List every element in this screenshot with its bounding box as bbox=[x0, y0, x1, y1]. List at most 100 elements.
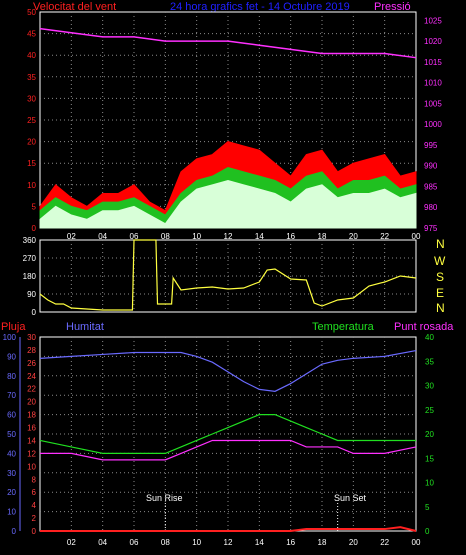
temp-inner-y-tick-label: 10 bbox=[27, 462, 36, 471]
wind-y-tick-label: 30 bbox=[27, 94, 36, 103]
humidity-y-tick-label: 80 bbox=[7, 372, 16, 381]
temp-right-y-tick-label: 25 bbox=[425, 406, 434, 415]
pressure-y-tick-label: 1005 bbox=[424, 99, 442, 108]
direction-y-tick-label: 270 bbox=[23, 254, 37, 263]
wind-x-tick-label: 04 bbox=[98, 232, 107, 241]
wind-y-tick-label: 10 bbox=[27, 181, 36, 190]
pressure-y-tick-label: 1010 bbox=[424, 79, 442, 88]
pressure-y-tick-label: 985 bbox=[424, 182, 438, 191]
temp-inner-y-tick-label: 4 bbox=[32, 501, 37, 510]
humidity-x-tick-label: 02 bbox=[67, 538, 76, 547]
humidity-y-tick-label: 60 bbox=[7, 411, 16, 420]
wind-y-tick-label: 25 bbox=[27, 116, 36, 125]
direction-y-tick-label: 360 bbox=[23, 236, 37, 245]
humidity-x-tick-label: 08 bbox=[161, 538, 170, 547]
humidity-x-tick-label: 00 bbox=[412, 538, 421, 547]
compass-e: E bbox=[436, 286, 444, 300]
compass-n-top: N bbox=[436, 237, 445, 251]
humidity-y-tick-label: 0 bbox=[12, 527, 17, 536]
temp-right-y-tick-label: 0 bbox=[425, 527, 430, 536]
pressure-y-tick-label: 1020 bbox=[424, 37, 442, 46]
rain-title: Pluja bbox=[1, 321, 26, 333]
humidity-x-tick-label: 14 bbox=[255, 538, 264, 547]
pressure-line bbox=[39, 27, 417, 59]
humidity-x-tick-label: 16 bbox=[286, 538, 295, 547]
wind-x-tick-label: 08 bbox=[161, 232, 170, 241]
dewpoint-line bbox=[40, 439, 417, 461]
temp-inner-y-tick-label: 24 bbox=[27, 372, 36, 381]
wind-y-tick-label: 15 bbox=[27, 159, 36, 168]
wind-x-tick-label: 18 bbox=[318, 232, 327, 241]
wind-x-tick-label: 10 bbox=[192, 232, 201, 241]
temp-inner-y-tick-label: 2 bbox=[32, 514, 37, 523]
humidity-x-tick-label: 18 bbox=[318, 538, 327, 547]
wind-y-tick-label: 35 bbox=[27, 73, 36, 82]
wind-x-tick-label: 16 bbox=[286, 232, 295, 241]
pressure-y-tick-label: 980 bbox=[424, 203, 438, 212]
direction-y-tick-label: 90 bbox=[27, 290, 36, 299]
humidity-x-tick-label: 04 bbox=[98, 538, 107, 547]
temp-right-y-tick-label: 10 bbox=[425, 479, 434, 488]
temp-inner-y-tick-label: 8 bbox=[32, 475, 37, 484]
humidity-x-tick-label: 10 bbox=[192, 538, 201, 547]
temp-right-y-tick-label: 5 bbox=[425, 503, 430, 512]
pressure-title: Pressió bbox=[374, 1, 411, 13]
pressure-y-tick-label: 990 bbox=[424, 162, 438, 171]
humidity-title: Humitat bbox=[66, 321, 104, 333]
humidity-y-tick-label: 100 bbox=[3, 333, 17, 342]
temp-right-y-tick-label: 15 bbox=[425, 454, 434, 463]
compass-w: W bbox=[434, 254, 446, 268]
temp-inner-y-tick-label: 20 bbox=[27, 398, 36, 407]
temperature-line bbox=[39, 414, 416, 454]
temp-inner-y-tick-label: 18 bbox=[27, 411, 36, 420]
temp-inner-y-tick-label: 6 bbox=[32, 488, 37, 497]
temp-inner-y-tick-label: 14 bbox=[27, 436, 36, 445]
humidity-x-tick-label: 20 bbox=[349, 538, 358, 547]
pressure-y-tick-label: 1025 bbox=[424, 16, 442, 25]
wind-y-tick-label: 0 bbox=[32, 224, 37, 233]
wind-x-tick-label: 06 bbox=[130, 232, 139, 241]
chart-date-title: 24 hora grafics fet - 14 Octubre 2019 bbox=[170, 1, 350, 13]
direction-y-tick-label: 180 bbox=[23, 272, 37, 281]
temp-inner-y-tick-label: 30 bbox=[27, 333, 36, 342]
wind-x-tick-label: 14 bbox=[255, 232, 264, 241]
temp-inner-y-tick-label: 26 bbox=[27, 359, 36, 368]
humidity-y-tick-label: 40 bbox=[7, 449, 16, 458]
wind-speed-title: Velocitat del vent bbox=[33, 1, 116, 13]
wind-y-tick-label: 40 bbox=[27, 51, 36, 60]
humidity-x-tick-label: 12 bbox=[224, 538, 233, 547]
wind-y-tick-label: 50 bbox=[27, 8, 36, 17]
temp-right-y-tick-label: 30 bbox=[425, 382, 434, 391]
pressure-y-tick-label: 975 bbox=[424, 224, 438, 233]
temp-inner-y-tick-label: 22 bbox=[27, 385, 36, 394]
temp-inner-y-tick-label: 16 bbox=[27, 424, 36, 433]
humidity-y-tick-label: 50 bbox=[7, 430, 16, 439]
wind-y-tick-label: 5 bbox=[32, 202, 37, 211]
temp-right-y-tick-label: 35 bbox=[425, 357, 434, 366]
humidity-line bbox=[39, 349, 417, 392]
wind-x-tick-label: 00 bbox=[412, 232, 421, 241]
humidity-x-tick-label: 22 bbox=[380, 538, 389, 547]
sunrise-label: Sun Rise bbox=[146, 493, 183, 503]
temp-inner-y-tick-label: 0 bbox=[32, 527, 37, 536]
temp-right-y-tick-label: 20 bbox=[425, 430, 434, 439]
temperature-title: Temperatura bbox=[312, 321, 375, 333]
temp-inner-y-tick-label: 28 bbox=[27, 346, 36, 355]
humidity-y-tick-label: 10 bbox=[7, 508, 16, 517]
wind-x-tick-label: 22 bbox=[380, 232, 389, 241]
wind-x-tick-label: 02 bbox=[67, 232, 76, 241]
wind-y-tick-label: 45 bbox=[27, 30, 36, 39]
temp-right-y-tick-label: 40 bbox=[425, 333, 434, 342]
pressure-y-tick-label: 1000 bbox=[424, 120, 442, 129]
humidity-y-tick-label: 30 bbox=[7, 469, 16, 478]
wind-x-tick-label: 20 bbox=[349, 232, 358, 241]
direction-y-tick-label: 0 bbox=[32, 308, 37, 317]
compass-s: S bbox=[436, 270, 444, 284]
wind-x-tick-label: 12 bbox=[224, 232, 233, 241]
wind-y-tick-label: 20 bbox=[27, 138, 36, 147]
pressure-y-tick-label: 1015 bbox=[424, 58, 442, 67]
humidity-y-tick-label: 90 bbox=[7, 352, 16, 361]
rain-line bbox=[40, 526, 417, 532]
wind-average-area bbox=[39, 179, 417, 229]
